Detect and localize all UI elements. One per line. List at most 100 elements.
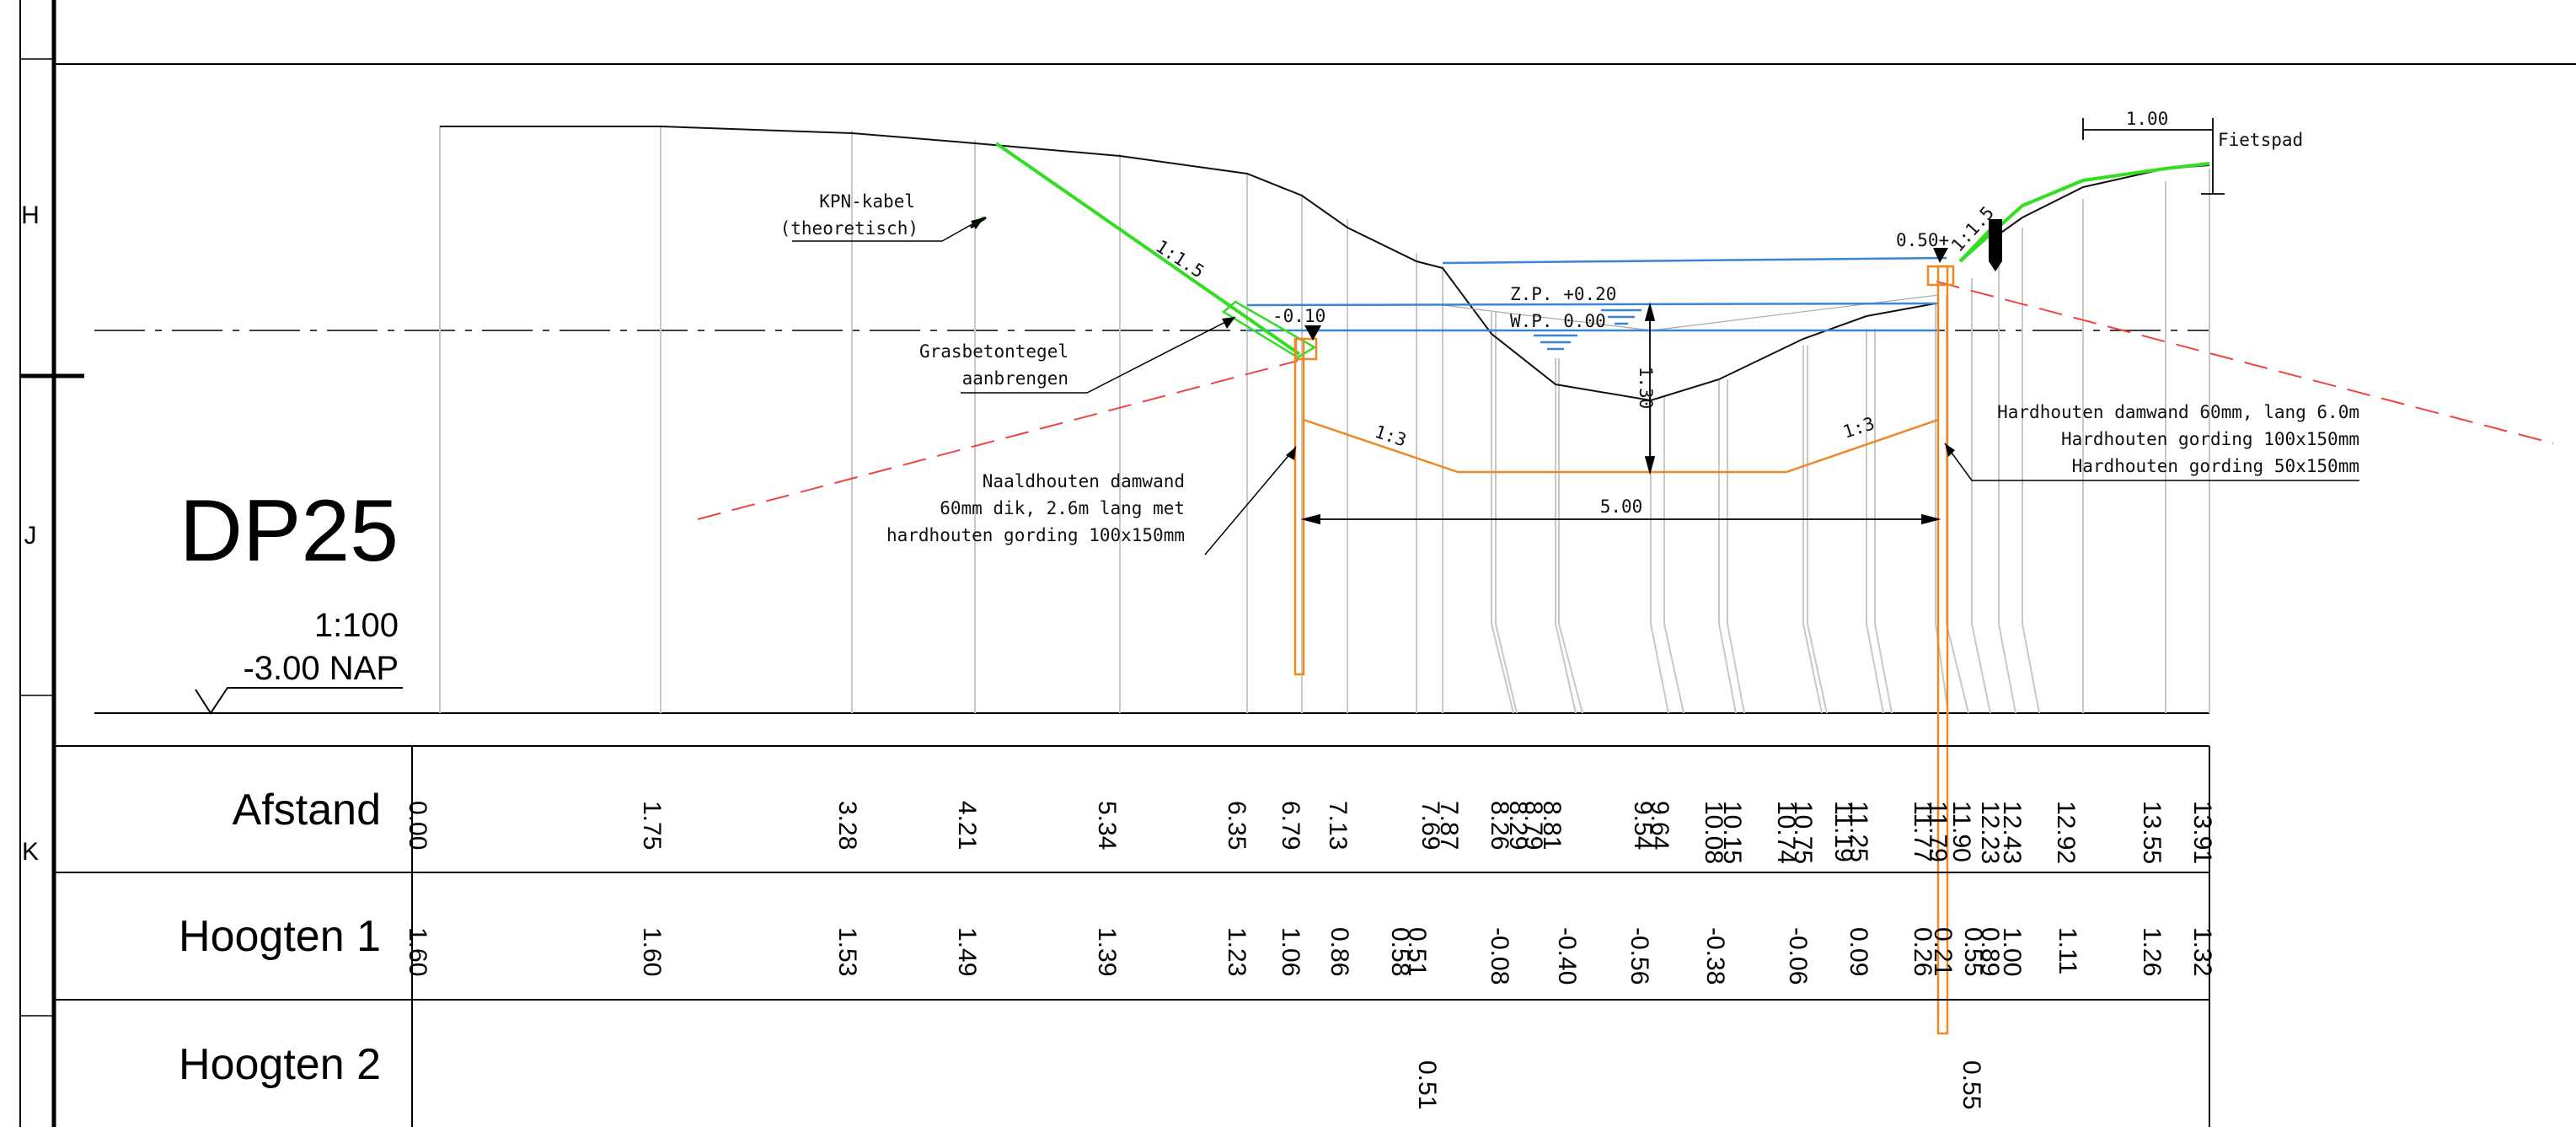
afstand-value: 9.64 [1646, 801, 1674, 850]
dimension-width [1300, 513, 1941, 525]
design-bottom [1303, 418, 1939, 474]
leader-lines [792, 217, 2359, 555]
hoogten1-value: 1.26 [2138, 927, 2166, 976]
afstand-value: 10.08 [1700, 801, 1727, 864]
afstand-value: 3.28 [833, 801, 861, 850]
hoogten1-value: 1.11 [2054, 927, 2081, 974]
table-label-hoogten1: Hoogten 1 [179, 912, 381, 961]
hoogten1-value: 1.49 [953, 927, 981, 976]
sheet-pile-right [1926, 265, 1955, 1035]
leader-arrowheads [971, 217, 1955, 460]
hard-label-line3: Hardhouten gording 50x150mm [2072, 456, 2359, 476]
afstand-value: 11.79 [1924, 801, 1952, 862]
hoogten1-value: -0.06 [1784, 927, 1812, 985]
hoogten1-value: 1.32 [2188, 927, 2216, 976]
naald-label-line3: hardhouten gording 100x150mm [886, 525, 1185, 545]
profile-title: DP25 [179, 482, 399, 580]
afstand-value: 1.75 [638, 801, 666, 850]
water-level-lines [1246, 256, 1947, 332]
afstand-value: 8.81 [1538, 801, 1566, 850]
row-letter-h: H [21, 201, 40, 229]
hoogten1-value: 0.26 [1909, 927, 1936, 976]
sheet-frame [19, 0, 2576, 1127]
afstand-value: 7.69 [1417, 801, 1444, 850]
afstand-value: 13.91 [2188, 801, 2216, 864]
datum-label: -3.00 NAP [243, 650, 399, 687]
level-right-label: 0.50+ [1896, 230, 1949, 250]
afstand-value: 7.13 [1324, 801, 1352, 850]
level-left-label: -0.10 [1272, 306, 1325, 326]
row-letter-k: K [22, 838, 39, 866]
ground-profile [440, 126, 1936, 402]
hoogten1-value: 1.39 [1093, 927, 1121, 976]
naald-label-line1: Naaldhouten damwand [983, 471, 1185, 491]
scale-label: 1:100 [314, 607, 399, 644]
hard-label-line1: Hardhouten damwand 60mm, lang 6.0m [1997, 402, 2359, 422]
afstand-value: 13.55 [2138, 801, 2166, 864]
kpn-label-line2: (theoretisch) [780, 218, 918, 239]
slip-line [697, 281, 2554, 520]
afstand-value: 8.79 [1519, 801, 1547, 850]
hoogten1-value: 0.89 [1976, 927, 2004, 976]
table-label-hoogten2: Hoogten 2 [179, 1040, 381, 1089]
hoogten2-value: 0.55 [1957, 1060, 1985, 1109]
row-letter-j: J [24, 522, 37, 550]
level-marker-right [1933, 248, 1948, 263]
data-table-grid [54, 745, 2210, 1127]
afstand-value: 10.74 [1772, 801, 1800, 864]
dimension-top [2082, 118, 2225, 195]
afstand-value: 6.35 [1223, 801, 1251, 850]
hoogten1-value: 1.23 [1223, 927, 1251, 976]
afstand-value: 12.92 [2052, 801, 2080, 864]
bottom-slope-left-label: 1:3 [1372, 421, 1408, 451]
hoogten1-value: 0.21 [1929, 927, 1957, 976]
hoogten1-value: 0.09 [1845, 927, 1872, 976]
hoogten1-value: 0.51 [1403, 927, 1431, 976]
station-lines [439, 126, 2210, 714]
hoogten1-value: 1.60 [638, 927, 666, 976]
level-marker-left [1304, 325, 1321, 341]
afstand-value: 7.87 [1435, 801, 1463, 850]
bottom-slope-right-label: 1:3 [1840, 413, 1877, 443]
hoogten1-value: 0.58 [1386, 927, 1414, 976]
afstand-value: 12.23 [1976, 801, 2004, 864]
old-surface-lines [1442, 294, 1939, 331]
afstand-value: 12.43 [1998, 801, 2026, 864]
hoogten1-value: 1.06 [1277, 927, 1304, 976]
hoogten1-value: 1.53 [833, 927, 861, 976]
dimension-width-label: 5.00 [1600, 496, 1643, 517]
ground-profile-right [1998, 164, 2210, 235]
water-symbol-zp [1601, 309, 1641, 325]
wp-label: W.P. 0.00 [1510, 311, 1606, 331]
afstand-value: 11.25 [1845, 801, 1872, 862]
afstand-value: 10.15 [1718, 801, 1746, 864]
afstand-value: 11.77 [1909, 801, 1936, 862]
gras-label-line1: Grasbetontegel [919, 341, 1068, 362]
zp-label: Z.P. +0.20 [1510, 284, 1616, 304]
hard-label-line2: Hardhouten gording 100x150mm [2061, 429, 2359, 449]
sheet-pile-left [1293, 337, 1318, 676]
hoogten1-values: 1.60 1.60 1.53 1.49 1.39 1.23 1.06 0.86 0.580.51… [404, 927, 2216, 985]
gras-label-line2: aanbrengen [962, 368, 1068, 389]
afstand-value: 6.79 [1277, 801, 1304, 850]
kpn-label-line1: KPN-kabel [819, 191, 915, 212]
afstand-value: 11.90 [1947, 801, 1975, 862]
afstand-value: 0.00 [404, 801, 431, 850]
table-label-afstand: Afstand [233, 786, 381, 835]
afstand-value: 5.34 [1093, 801, 1121, 850]
hoogten1-value: -0.38 [1701, 927, 1729, 985]
naald-label-line2: 60mm dik, 2.6m lang met [940, 498, 1185, 518]
dimension-depth-label: 1.30 [1636, 367, 1656, 410]
water-symbol-wp [1534, 334, 1577, 351]
afstand-value: 10.75 [1789, 801, 1817, 864]
hoogten1-value: -0.56 [1625, 927, 1653, 985]
dimension-top-label: 1.00 [2126, 109, 2169, 129]
hoogten1-value: 0.86 [1325, 927, 1353, 976]
afstand-value: 9.54 [1629, 801, 1657, 850]
afstand-value: 11.19 [1829, 801, 1857, 862]
dimension-depth [1644, 302, 1656, 475]
datum-marker [195, 687, 403, 715]
afstand-value: 4.21 [953, 801, 981, 850]
hoogten1-value: -0.40 [1553, 927, 1581, 985]
